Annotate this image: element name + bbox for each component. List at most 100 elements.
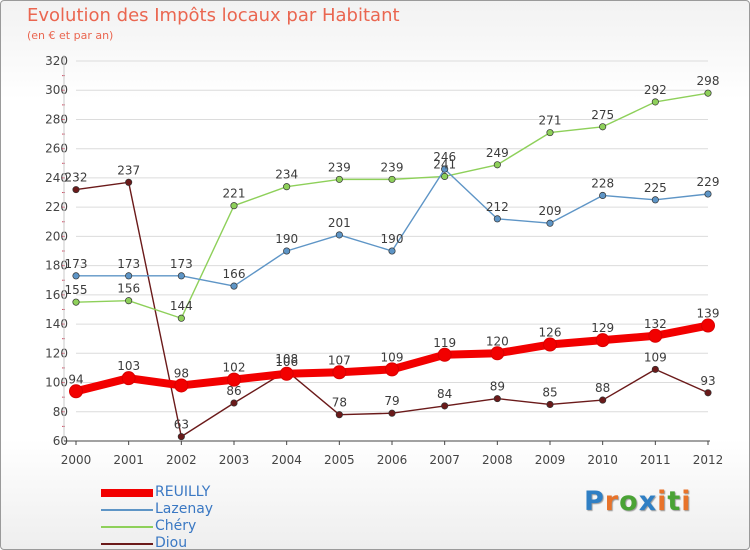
data-point xyxy=(599,123,607,131)
x-tick-label: 2004 xyxy=(271,453,302,467)
data-label: 275 xyxy=(591,108,614,122)
data-label: 120 xyxy=(486,334,509,348)
data-label: 132 xyxy=(644,317,667,331)
data-label: 212 xyxy=(486,200,509,214)
legend-label: REUILLY xyxy=(155,484,211,500)
data-label: 109 xyxy=(381,350,404,364)
data-label: 232 xyxy=(65,171,88,185)
data-point xyxy=(546,129,554,137)
proxiti-logo: Proxiti xyxy=(584,486,692,517)
data-point xyxy=(230,399,238,407)
data-label: 89 xyxy=(490,380,505,394)
data-point xyxy=(441,165,449,173)
data-label: 129 xyxy=(591,321,614,335)
data-point xyxy=(493,161,501,169)
y-tick-label: 100 xyxy=(45,376,68,390)
data-label: 173 xyxy=(65,257,88,271)
data-label: 241 xyxy=(433,157,456,171)
data-label: 190 xyxy=(275,232,298,246)
y-tick-label: 80 xyxy=(53,405,68,419)
y-tick-label: 240 xyxy=(45,171,68,185)
data-label: 221 xyxy=(223,187,246,201)
y-tick-label: 160 xyxy=(45,288,68,302)
data-label: 98 xyxy=(174,366,189,380)
data-label: 249 xyxy=(486,146,509,160)
data-label: 109 xyxy=(644,350,667,364)
data-point xyxy=(704,190,712,198)
data-point xyxy=(69,384,83,399)
data-label: 239 xyxy=(381,160,404,174)
data-point xyxy=(121,371,136,386)
y-tick-label: 180 xyxy=(45,259,68,273)
y-tick-label: 140 xyxy=(45,317,68,331)
data-label: 155 xyxy=(65,283,88,297)
data-label: 88 xyxy=(595,381,610,395)
data-label: 103 xyxy=(117,359,140,373)
data-label: 93 xyxy=(700,374,715,388)
data-label: 79 xyxy=(384,394,399,408)
x-tick-label: 2000 xyxy=(61,453,92,467)
legend-label: Chéry xyxy=(155,518,197,534)
x-tick-label: 2007 xyxy=(429,453,460,467)
data-point xyxy=(441,402,449,410)
data-point xyxy=(651,196,659,204)
data-point xyxy=(125,272,133,280)
x-tick-label: 2010 xyxy=(587,453,618,467)
x-tick-label: 2003 xyxy=(219,453,250,467)
legend-item: Diou xyxy=(101,535,361,550)
legend-swatch xyxy=(101,489,153,497)
data-point xyxy=(543,337,557,352)
data-label: 190 xyxy=(381,232,404,246)
data-point xyxy=(648,328,663,343)
data-point xyxy=(546,219,554,227)
series-line xyxy=(75,92,709,319)
data-point xyxy=(125,178,133,186)
data-point xyxy=(72,298,80,306)
data-point xyxy=(493,395,501,403)
data-label: 94 xyxy=(68,372,83,386)
data-label: 228 xyxy=(591,176,614,190)
data-label: 173 xyxy=(117,257,140,271)
legend: REUILLY Lazenay Chéry Diou xyxy=(101,484,361,550)
data-point xyxy=(230,282,238,290)
data-point xyxy=(493,215,501,223)
data-point xyxy=(388,409,396,417)
legend-swatch xyxy=(101,526,153,528)
x-tick-label: 2012 xyxy=(693,453,724,467)
y-tick-label: 300 xyxy=(45,83,68,97)
data-label: 107 xyxy=(328,353,351,367)
y-tick-label: 280 xyxy=(45,112,68,126)
data-point xyxy=(335,231,343,239)
data-label: 239 xyxy=(328,160,351,174)
data-point xyxy=(72,186,80,194)
data-point xyxy=(174,378,189,393)
data-point xyxy=(388,247,396,255)
x-tick-label: 2006 xyxy=(377,453,408,467)
x-tick-label: 2011 xyxy=(640,453,671,467)
data-label: 63 xyxy=(174,418,189,432)
data-point xyxy=(332,365,347,380)
legend-swatch xyxy=(101,509,153,511)
legend-item: Lazenay xyxy=(101,501,361,519)
data-point xyxy=(651,365,659,373)
data-label: 119 xyxy=(433,336,456,350)
data-point xyxy=(385,362,399,377)
data-label: 156 xyxy=(117,282,140,296)
data-point xyxy=(230,202,238,210)
data-label: 292 xyxy=(644,83,667,97)
data-label: 139 xyxy=(697,307,720,321)
data-label: 234 xyxy=(275,168,298,182)
data-label: 102 xyxy=(223,361,246,375)
data-label: 298 xyxy=(697,74,720,88)
data-label: 106 xyxy=(275,355,298,369)
y-tick-label: 120 xyxy=(45,346,68,360)
data-point xyxy=(599,191,607,200)
y-tick-label: 320 xyxy=(45,54,68,68)
legend-label: Diou xyxy=(155,535,188,550)
data-point xyxy=(279,366,294,381)
data-point xyxy=(227,372,241,387)
data-label: 144 xyxy=(170,299,193,313)
data-point xyxy=(651,98,659,106)
